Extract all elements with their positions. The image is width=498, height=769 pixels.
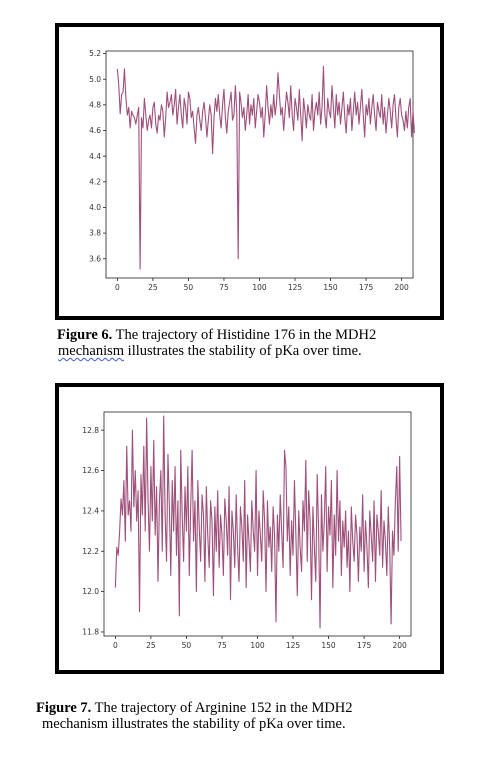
x-tick-label: 100: [252, 283, 267, 292]
y-tick-label: 3.6: [89, 254, 101, 263]
figure-7-text-b: mechanism illustrates the stability of p…: [42, 716, 346, 732]
x-tick-label: 25: [148, 283, 158, 292]
figure-7-label: Figure 7.: [36, 700, 92, 716]
x-tick-label: 0: [113, 641, 118, 650]
y-tick-label: 12.2: [82, 547, 99, 556]
series-line-6: [116, 65, 415, 270]
y-tick-label: 12.8: [82, 426, 99, 435]
x-tick-label: 200: [394, 283, 409, 292]
y-tick-label: 12.4: [82, 506, 99, 515]
x-tick-label: 50: [182, 641, 192, 650]
y-tick-label: 4.0: [89, 203, 101, 212]
x-tick-label: 125: [288, 283, 303, 292]
figure-7-frame: 11.8 12.0 12.2 12.4 12.6 12.8 0 25 50 75 100 125 150…: [55, 383, 444, 674]
y-tick-label: 4.8: [89, 100, 101, 109]
x-tick-label: 75: [217, 641, 227, 650]
y-tick-label: 4.4: [89, 152, 101, 161]
y-tick-label: 12.6: [82, 466, 99, 475]
figure-7-caption-line2: mechanism illustrates the stability of p…: [36, 716, 456, 732]
x-tick-label: 0: [115, 283, 120, 292]
x-tick-label: 100: [250, 641, 265, 650]
figure-7-chart: 11.8 12.0 12.2 12.4 12.6 12.8 0 25 50 75 100 125 150…: [82, 411, 412, 650]
x-tick-label: 200: [392, 641, 407, 650]
y-tick-label: 4.2: [89, 177, 101, 186]
x-tick-label: 150: [321, 641, 336, 650]
x-tick-label: 150: [323, 283, 338, 292]
y-tick-label: 3.8: [89, 229, 101, 238]
figure-6-frame: 3.6 3.8 4.0 4.2 4.4 4.6 4.8 5.0 5.2 0 25 50 75 100 125…: [55, 23, 444, 320]
y-tick-label: 5.2: [89, 49, 101, 58]
x-tick-label: 175: [359, 283, 374, 292]
figure-7-caption-line1: Figure 7. The trajectory of Arginine 152…: [36, 700, 456, 716]
figure-7-text-a: The trajectory of Arginine 152 in the MD…: [91, 700, 353, 716]
figure-7-caption: Figure 7. The trajectory of Arginine 152…: [36, 700, 456, 732]
figure-6-chart: 3.6 3.8 4.0 4.2 4.4 4.6 4.8 5.0 5.2 0 25 50 75 100 125…: [89, 49, 415, 292]
figure-6-text-b: illustrates the stability of pKa over ti…: [124, 343, 362, 359]
x-tick-label: 175: [357, 641, 372, 650]
y-tick-label: 12.0: [82, 587, 99, 596]
figure-6-label: Figure 6.: [57, 327, 113, 343]
x-tick-label: 75: [219, 283, 229, 292]
figure-6-caption: Figure 6. The trajectory of Histidine 17…: [57, 327, 457, 359]
y-tick-label: 4.6: [89, 126, 101, 135]
figure-6-text-a: The trajectory of Histidine 176 in the M…: [112, 327, 377, 343]
x-tick-label: 125: [286, 641, 301, 650]
x-tick-label: 50: [184, 283, 194, 292]
series-line-7: [114, 415, 402, 629]
y-tick-label: 5.0: [89, 75, 101, 84]
x-tick-label: 25: [146, 641, 156, 650]
figure-6-caption-line1: Figure 6. The trajectory of Histidine 17…: [57, 327, 457, 343]
spellcheck-flagged-word: mechanism: [58, 343, 125, 359]
plot-area-border: [105, 50, 414, 279]
figure-6-caption-line2: mechanism illustrates the stability of p…: [57, 343, 457, 359]
y-tick-label: 11.8: [82, 628, 99, 637]
